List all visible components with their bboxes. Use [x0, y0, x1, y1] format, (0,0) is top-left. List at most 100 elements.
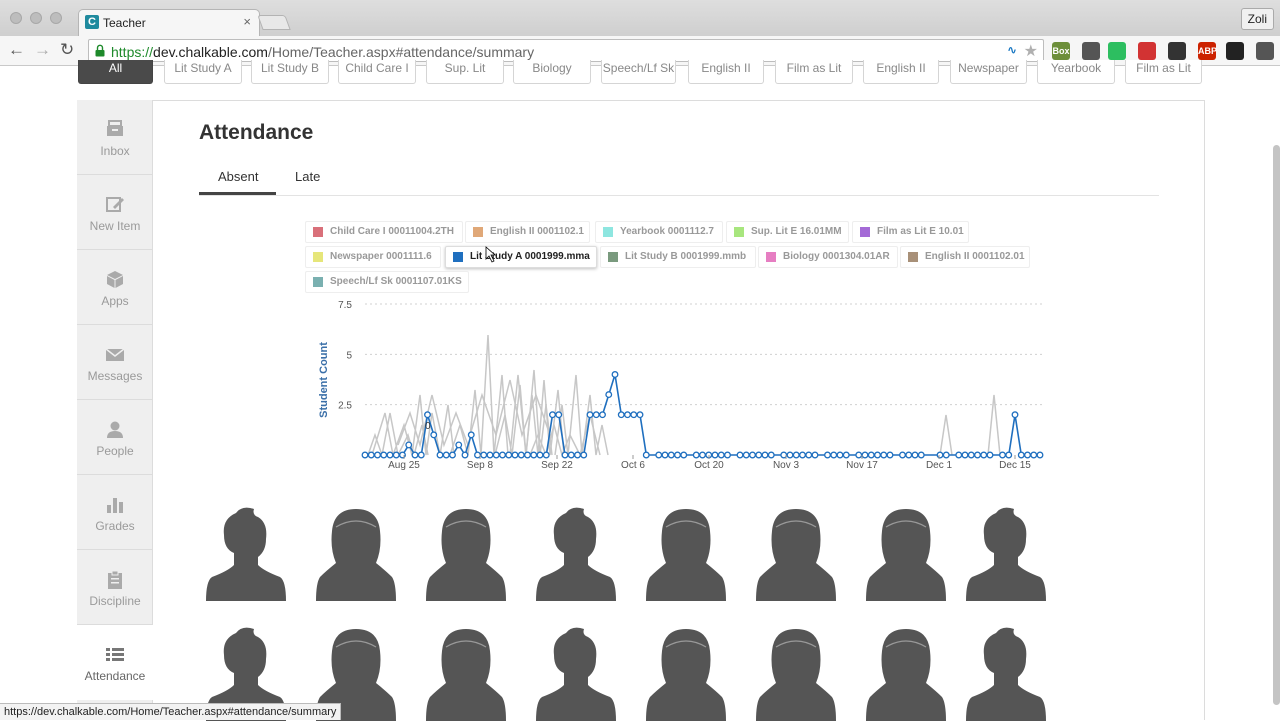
sidebar-item-people[interactable]: People	[77, 400, 153, 475]
minimize-window-icon[interactable]	[30, 12, 42, 24]
sidebar-item-new-item[interactable]: New Item	[77, 175, 153, 250]
class-filter-button[interactable]: Lit Study B	[251, 60, 329, 84]
class-filter-button[interactable]: Sup. Lit	[426, 60, 504, 84]
page-action-icon[interactable]: ∿	[1006, 43, 1017, 57]
data-point[interactable]	[1030, 451, 1038, 459]
tab-close-icon[interactable]: ×	[243, 14, 251, 29]
ident-icon[interactable]	[1168, 42, 1186, 60]
data-point[interactable]	[999, 451, 1006, 459]
data-point[interactable]	[886, 451, 894, 459]
data-point[interactable]	[792, 451, 800, 459]
class-filter-button[interactable]: Film as Lit	[1125, 60, 1202, 84]
student-avatar-female[interactable]	[646, 505, 726, 601]
data-point[interactable]	[411, 451, 419, 459]
student-avatar-female[interactable]	[866, 625, 946, 721]
class-filter-button[interactable]: Film as Lit	[775, 60, 853, 84]
data-point[interactable]	[424, 411, 431, 419]
class-filter-button[interactable]: Child Care I	[338, 60, 416, 84]
data-point[interactable]	[580, 451, 588, 459]
data-point[interactable]	[811, 451, 819, 459]
data-point[interactable]	[961, 451, 969, 459]
data-point[interactable]	[761, 451, 769, 459]
back-arrow-icon[interactable]: ←	[8, 40, 25, 59]
student-avatar-female[interactable]	[756, 505, 836, 601]
data-point[interactable]	[955, 451, 963, 459]
data-point[interactable]	[967, 451, 975, 459]
data-point[interactable]	[499, 451, 506, 459]
data-point[interactable]	[805, 451, 813, 459]
legend-item[interactable]: Sup. Lit E 16.01MM	[726, 221, 849, 243]
data-point[interactable]	[736, 451, 744, 459]
student-avatar-female[interactable]	[316, 505, 396, 601]
student-avatar-female[interactable]	[756, 625, 836, 721]
legend-item[interactable]: Yearbook 0001112.7	[595, 221, 723, 243]
legend-item[interactable]: Lit Study B 0001999.mmb	[600, 246, 756, 268]
sidebar-item-apps[interactable]: Apps	[77, 250, 153, 325]
data-point[interactable]	[767, 451, 775, 459]
evernote-icon[interactable]	[1108, 42, 1126, 60]
pocket-icon[interactable]	[1082, 42, 1100, 60]
data-point[interactable]	[942, 451, 950, 459]
legend-item[interactable]: Newspaper 0001111.6	[305, 246, 441, 268]
data-point[interactable]	[430, 431, 438, 439]
data-point[interactable]	[592, 411, 600, 419]
data-point[interactable]	[642, 451, 650, 459]
sidebar-item-grades[interactable]: Grades	[77, 475, 153, 550]
legend-item[interactable]: Speech/Lf Sk 0001107.01KS	[305, 271, 469, 293]
data-point[interactable]	[1036, 451, 1044, 459]
student-avatar-female[interactable]	[646, 625, 726, 721]
tab-late[interactable]: Late	[295, 169, 321, 184]
data-point[interactable]	[624, 411, 631, 419]
data-point[interactable]	[874, 451, 881, 459]
profile-button[interactable]: Zoli	[1240, 8, 1274, 30]
data-point[interactable]	[474, 451, 481, 459]
legend-item[interactable]: Child Care I 00011004.2TH	[305, 221, 463, 243]
browser-tab[interactable]: C Teacher ×	[78, 9, 260, 36]
data-point[interactable]	[867, 451, 875, 459]
data-point[interactable]	[974, 451, 981, 459]
bookmark-star-icon[interactable]: ★	[1023, 43, 1038, 60]
data-point[interactable]	[692, 451, 700, 459]
data-point[interactable]	[611, 371, 619, 378]
student-avatar-male[interactable]	[966, 625, 1046, 721]
legend-item[interactable]: English II 0001102.1	[465, 221, 590, 243]
data-point[interactable]	[367, 451, 375, 459]
student-avatar-male[interactable]	[206, 625, 286, 721]
sidebar-item-discipline[interactable]: Discipline	[77, 550, 153, 625]
data-point[interactable]	[667, 451, 675, 459]
data-point[interactable]	[1017, 451, 1025, 459]
data-point[interactable]	[524, 451, 531, 459]
data-point[interactable]	[661, 451, 669, 459]
data-point[interactable]	[911, 451, 919, 459]
class-filter-button[interactable]: Speech/Lf Sk	[601, 60, 676, 84]
data-point[interactable]	[417, 451, 425, 459]
page-scrollbar[interactable]	[1273, 145, 1280, 705]
sidebar-item-attendance[interactable]: Attendance	[77, 625, 153, 700]
data-point[interactable]	[574, 451, 581, 459]
legend-item[interactable]: Lit Study A 0001999.mma	[445, 246, 597, 268]
class-filter-button[interactable]: Biology	[513, 60, 591, 84]
class-filter-button[interactable]: English II	[863, 60, 939, 84]
data-point[interactable]	[1024, 451, 1031, 459]
data-point[interactable]	[780, 451, 788, 459]
data-point[interactable]	[742, 451, 750, 459]
data-point[interactable]	[386, 451, 394, 459]
data-point[interactable]	[511, 451, 519, 459]
data-point[interactable]	[549, 411, 556, 419]
data-point[interactable]	[905, 451, 913, 459]
data-point[interactable]	[830, 451, 838, 459]
legend-item[interactable]: Biology 0001304.01AR	[758, 246, 898, 268]
data-point[interactable]	[717, 451, 725, 459]
data-point[interactable]	[711, 451, 719, 459]
data-point[interactable]	[724, 451, 731, 459]
class-filter-button[interactable]: All	[78, 60, 153, 84]
data-point[interactable]	[674, 451, 681, 459]
data-point[interactable]	[855, 451, 863, 459]
data-point[interactable]	[861, 451, 869, 459]
data-point[interactable]	[555, 411, 563, 419]
tab-absent[interactable]: Absent	[218, 169, 259, 184]
data-point[interactable]	[380, 451, 388, 459]
data-point[interactable]	[461, 451, 469, 459]
data-point[interactable]	[836, 451, 844, 459]
data-point[interactable]	[880, 451, 888, 459]
